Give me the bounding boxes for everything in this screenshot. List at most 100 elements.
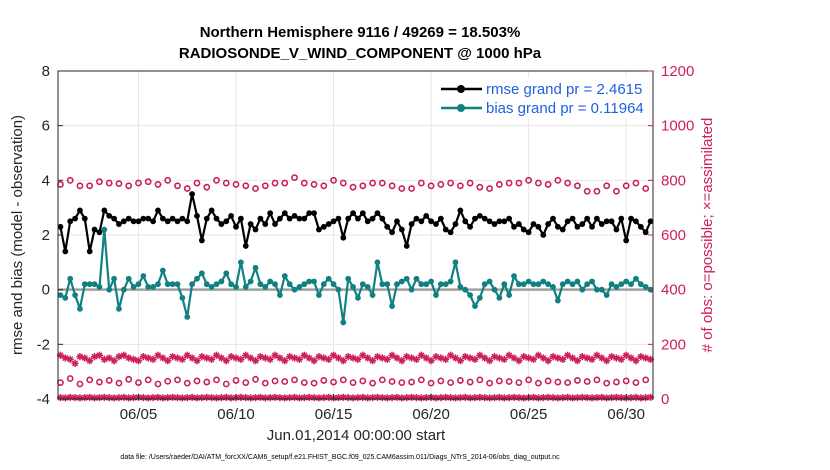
bias-series-point: [379, 281, 386, 288]
bias-series-line: [59, 228, 652, 324]
bias-series-point: [423, 281, 430, 288]
bias-series-point: [86, 281, 93, 288]
bias-series-point: [150, 284, 157, 290]
y-axis-label-right: # of obs: o=possible; ×=assimilated: [699, 118, 716, 353]
rmse-series-point: [457, 207, 464, 214]
obs-possible-marker: [417, 376, 425, 384]
rmse-series-point: [286, 215, 293, 222]
obs-possible-marker: [378, 376, 386, 384]
bias-series-point: [545, 281, 552, 288]
rmse-series-point: [413, 215, 420, 222]
obs-assimilated-marker: [495, 354, 503, 362]
rmse-series-point: [598, 221, 605, 227]
bias-series-point: [169, 281, 176, 288]
rmse-series-point: [223, 218, 230, 225]
obs-possible-marker: [105, 377, 113, 384]
obs-possible-marker: [57, 379, 64, 386]
obs-possible-marker: [174, 182, 181, 190]
obs-possible-marker: [544, 377, 552, 385]
rmse-series-point: [111, 215, 117, 222]
obs-possible-marker: [86, 182, 94, 190]
rmse-series-point: [374, 210, 381, 217]
y-axis-label-left: rmse and bias (model - observation): [9, 115, 26, 355]
obs-assimilated-marker: [159, 354, 167, 362]
rmse-series-point: [379, 215, 386, 222]
obs-possible-marker: [574, 377, 581, 384]
bias-series-point: [540, 278, 547, 285]
obs-assimilated-marker: [310, 357, 318, 365]
obs-possible-marker: [495, 181, 503, 188]
bias-series-point: [62, 294, 69, 301]
obs-possible-marker: [603, 379, 611, 387]
obs-possible-marker: [320, 377, 328, 384]
legend-rmse-marker: [457, 85, 465, 93]
obs-assimilated-marker: [617, 355, 625, 363]
rmse-series-point: [164, 218, 171, 225]
bias-series-point: [155, 281, 161, 288]
bias-series-point: [642, 284, 649, 290]
obs-assimilated-marker: [437, 354, 445, 362]
bias-series-point: [252, 264, 259, 271]
obs-possible-marker: [525, 376, 533, 384]
bias-series-point: [233, 284, 239, 290]
obs-possible-marker: [271, 179, 279, 187]
obs-assimilated-marker: [398, 357, 406, 365]
obs-possible-marker: [642, 185, 650, 192]
rmse-series-point: [506, 215, 513, 222]
bias-series-point: [374, 259, 381, 266]
bias-series-point: [579, 286, 586, 293]
y-left-tick-label: 8: [42, 63, 50, 80]
bias-series-point: [564, 278, 571, 285]
bias-series-point: [140, 273, 147, 279]
bias-series-point: [116, 305, 122, 312]
rmse-series-point: [467, 223, 474, 230]
obs-possible-marker: [437, 181, 445, 188]
obs-assimilated-marker: [125, 394, 133, 402]
rmse-series-point: [613, 226, 620, 233]
bias-series-point: [218, 278, 225, 285]
obs-possible-marker: [174, 376, 181, 384]
bias-series-point: [433, 292, 439, 299]
obs-possible-marker: [564, 379, 572, 386]
rmse-series-point: [569, 215, 576, 222]
obs-assimilated-marker: [183, 351, 191, 359]
obs-possible-marker: [261, 379, 269, 387]
obs-possible-marker: [242, 379, 250, 386]
rmse-series-point: [589, 223, 595, 230]
obs-possible-marker: [583, 378, 591, 385]
rmse-series-point: [262, 221, 269, 227]
bias-series-point: [345, 275, 352, 282]
right-axis: 0 200 400 600 800 1000 1200: [648, 63, 694, 408]
data-file-footnote: data file: /Users/raeder/DAI/ATM_forcXX/…: [120, 454, 560, 461]
rmse-series-point: [213, 215, 220, 222]
rmse-series-point: [594, 215, 600, 222]
obs-possible-marker: [135, 379, 142, 386]
bias-series-point: [437, 281, 444, 288]
rmse-series-point: [647, 218, 654, 225]
obs-assimilated-marker: [329, 351, 338, 359]
bias-series-point: [257, 281, 264, 288]
y-right-tick-label: 1000: [661, 118, 694, 135]
rmse-series-point: [169, 215, 176, 222]
legend-bias-marker: [457, 104, 465, 112]
obs-assimilated-marker: [432, 394, 440, 402]
bias-series-point: [457, 284, 464, 290]
rmse-series-point: [335, 215, 342, 222]
obs-assimilated-marker: [568, 354, 577, 362]
obs-assimilated-marker: [237, 355, 245, 363]
obs-possible-marker: [242, 182, 250, 190]
chart-title-line1: Northern Hemisphere 9116 / 49269 = 18.50…: [200, 24, 521, 41]
obs-possible-marker: [330, 176, 337, 184]
rmse-series-point: [81, 215, 88, 222]
rmse-series-point: [554, 223, 561, 230]
left-axis: -4 -2 0 2 4 6 8: [37, 63, 63, 408]
obs-assimilated-marker: [481, 354, 489, 362]
obs-assimilated-marker: [593, 351, 601, 359]
rmse-series-point: [384, 223, 391, 230]
obs-possible-marker: [427, 379, 435, 387]
rmse-series-point: [642, 229, 649, 236]
obs-possible-marker: [574, 182, 581, 190]
rmse-series-point: [540, 232, 547, 238]
obs-possible-marker: [222, 179, 230, 187]
obs-assimilated-marker: [520, 394, 528, 402]
